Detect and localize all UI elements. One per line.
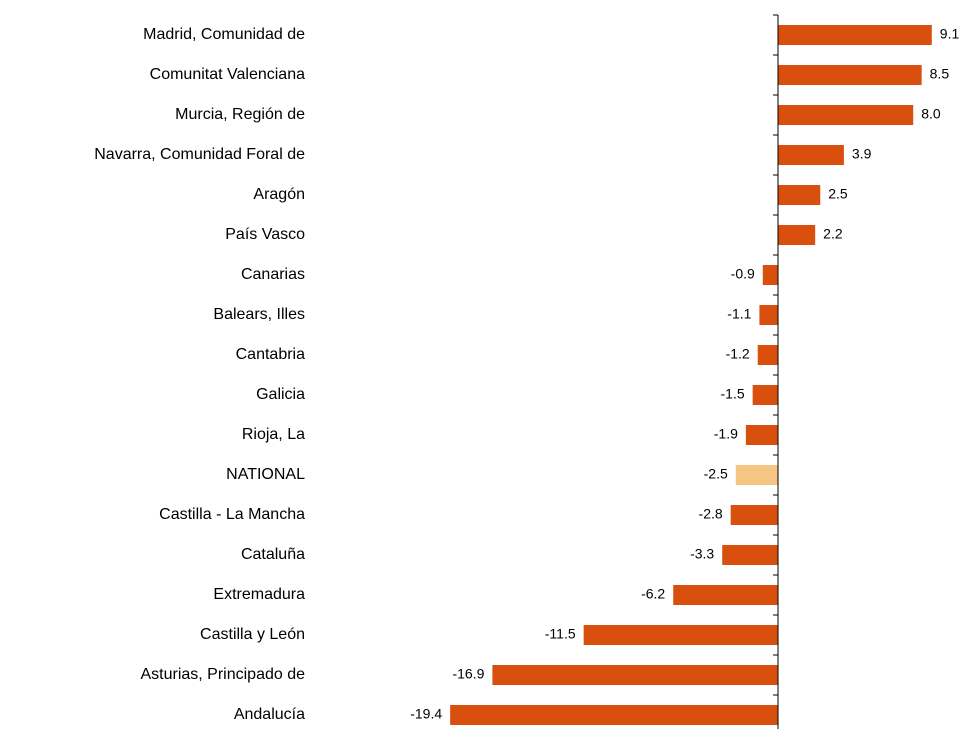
value-label: -0.9 [731, 266, 755, 282]
value-label: -19.4 [410, 706, 442, 722]
category-label: Castilla y León [200, 626, 305, 643]
value-label: 8.0 [921, 106, 941, 122]
bar [745, 425, 778, 445]
bar [778, 185, 821, 205]
value-label: -1.5 [721, 386, 745, 402]
bar [778, 145, 844, 165]
value-label: -2.5 [704, 466, 728, 482]
value-label: -1.9 [714, 426, 738, 442]
category-label: Rioja, La [242, 426, 305, 443]
value-label: -3.3 [690, 546, 714, 562]
value-label: 3.9 [852, 146, 872, 162]
value-label: -1.1 [727, 306, 751, 322]
value-label: -11.5 [545, 626, 576, 642]
category-label: Extremadura [213, 586, 305, 603]
bar [450, 705, 778, 725]
value-label: -16.9 [452, 666, 484, 682]
category-label: Comunitat Valenciana [150, 66, 305, 83]
category-label: Andalucía [234, 706, 305, 723]
value-label: -2.8 [699, 506, 723, 522]
bar [778, 225, 816, 245]
category-label: Navarra, Comunidad Foral de [94, 146, 305, 163]
category-label: Cantabria [236, 346, 305, 363]
bar [673, 585, 778, 605]
value-label: -6.2 [641, 586, 665, 602]
bar [762, 265, 778, 285]
bar [722, 545, 778, 565]
category-label: Galicia [256, 386, 305, 403]
bar [583, 625, 778, 645]
value-label: 9.1 [940, 26, 960, 42]
bar [492, 665, 778, 685]
bar [778, 65, 922, 85]
bar [778, 25, 932, 45]
bar [778, 105, 914, 125]
category-label: Aragón [253, 186, 305, 203]
value-label: 2.2 [823, 226, 843, 242]
category-label: Castilla - La Mancha [159, 506, 305, 523]
bar [735, 465, 778, 485]
bar [752, 385, 778, 405]
value-label: -1.2 [726, 346, 750, 362]
bar [757, 345, 778, 365]
category-label: Asturias, Principado de [140, 666, 305, 683]
bar [759, 305, 778, 325]
category-label: Canarias [241, 266, 305, 283]
category-label: Murcia, Región de [175, 106, 305, 123]
category-label: NATIONAL [226, 466, 305, 483]
value-label: 2.5 [828, 186, 848, 202]
bar [730, 505, 778, 525]
category-label: Madrid, Comunidad de [143, 26, 305, 43]
value-label: 8.5 [930, 66, 950, 82]
category-label: Balears, Illes [213, 306, 305, 323]
category-label: País Vasco [225, 226, 305, 243]
category-label: Cataluña [241, 546, 305, 563]
